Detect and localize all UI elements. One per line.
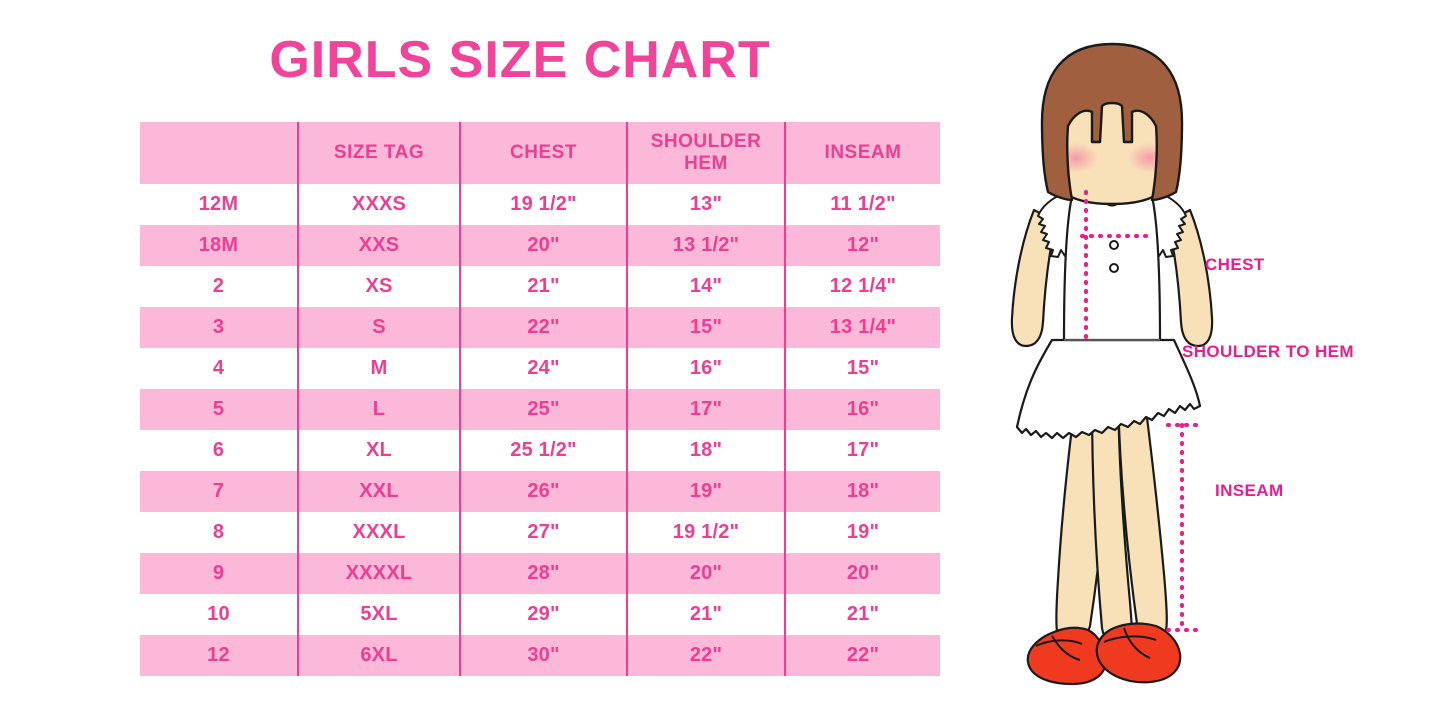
cell-shoulder-hem: 19" [627, 471, 786, 512]
size-chart-table: SIZE TAG CHEST SHOULDER HEM INSEAM 12M XX… [140, 122, 940, 676]
cell-size: 4 [140, 348, 299, 389]
cell-size-tag: S [298, 307, 461, 348]
cell-inseam: 16" [785, 389, 940, 430]
cell-chest: 26" [460, 471, 628, 512]
cell-inseam: 17" [785, 430, 940, 471]
table-row: 6 XL 25 1/2" 18" 17" [140, 430, 940, 471]
cell-inseam: 13 1/4" [785, 307, 940, 348]
cell-size-tag: M [298, 348, 461, 389]
cell-inseam: 19" [785, 512, 940, 553]
cell-chest: 30" [460, 635, 628, 676]
cell-chest: 25" [460, 389, 628, 430]
cell-inseam: 15" [785, 348, 940, 389]
cell-chest: 20" [460, 225, 628, 266]
skirt-shape [1015, 338, 1202, 440]
cell-shoulder-hem: 17" [627, 389, 786, 430]
table-row: 12M XXXS 19 1/2" 13" 11 1/2" [140, 184, 940, 225]
cell-size: 3 [140, 307, 299, 348]
cell-chest: 27" [460, 512, 628, 553]
table-body: 12M XXXS 19 1/2" 13" 11 1/2" 18M XXS 20" 13 1/2"… [140, 184, 940, 676]
cell-size-tag: XL [298, 430, 461, 471]
table-row: 18M XXS 20" 13 1/2" 12" [140, 225, 940, 266]
cell-size: 2 [140, 266, 299, 307]
cell-inseam: 20" [785, 553, 940, 594]
cell-shoulder-hem: 13 1/2" [627, 225, 786, 266]
table-row: 9 XXXXL 28" 20" 20" [140, 553, 940, 594]
cell-size: 18M [140, 225, 299, 266]
cell-size: 5 [140, 389, 299, 430]
column-header-inseam: INSEAM [785, 122, 940, 184]
cell-inseam: 12 1/4" [785, 266, 940, 307]
cell-inseam: 21" [785, 594, 940, 635]
cell-size: 10 [140, 594, 299, 635]
hair-shape [1040, 42, 1184, 202]
cell-size-tag: XXXL [298, 512, 461, 553]
column-header-chest: CHEST [460, 122, 628, 184]
inseam-measurement-label: INSEAM [1215, 481, 1284, 500]
table-row: 8 XXXL 27" 19 1/2" 19" [140, 512, 940, 553]
column-header-shoulder-hem: SHOULDER HEM [627, 122, 786, 184]
cell-size-tag: 5XL [298, 594, 461, 635]
cell-shoulder-hem: 14" [627, 266, 786, 307]
cell-chest: 22" [460, 307, 628, 348]
cell-chest: 21" [460, 266, 628, 307]
cell-shoulder-hem: 15" [627, 307, 786, 348]
measurement-lines [1080, 190, 1198, 632]
cell-shoulder-hem: 22" [627, 635, 786, 676]
cell-shoulder-hem: 20" [627, 553, 786, 594]
table-row: 7 XXL 26" 19" 18" [140, 471, 940, 512]
table-row: 2 XS 21" 14" 12 1/4" [140, 266, 940, 307]
chest-measurement-label: CHEST [1205, 255, 1265, 274]
cell-chest: 29" [460, 594, 628, 635]
column-header-size [140, 122, 299, 184]
cell-shoulder-hem: 19 1/2" [627, 512, 786, 553]
cell-chest: 19 1/2" [460, 184, 628, 225]
cell-size: 12 [140, 635, 299, 676]
table-row: 3 S 22" 15" 13 1/4" [140, 307, 940, 348]
table-row: 12 6XL 30" 22" 22" [140, 635, 940, 676]
table-row: 5 L 25" 17" 16" [140, 389, 940, 430]
cell-chest: 24" [460, 348, 628, 389]
cell-shoulder-hem: 21" [627, 594, 786, 635]
shoes-shape [1026, 622, 1182, 686]
cell-shoulder-hem: 16" [627, 348, 786, 389]
cell-size-tag: L [298, 389, 461, 430]
table-row: 10 5XL 29" 21" 21" [140, 594, 940, 635]
cell-inseam: 12" [785, 225, 940, 266]
cell-size-tag: XXL [298, 471, 461, 512]
cell-inseam: 22" [785, 635, 940, 676]
cell-size: 9 [140, 553, 299, 594]
cell-size: 12M [140, 184, 299, 225]
cell-chest: 28" [460, 553, 628, 594]
column-header-size-tag: SIZE TAG [298, 122, 461, 184]
cell-inseam: 18" [785, 471, 940, 512]
table-header-row: SIZE TAG CHEST SHOULDER HEM INSEAM [140, 122, 940, 184]
top-shape [1037, 184, 1187, 342]
cell-size: 7 [140, 471, 299, 512]
legs-shape [1055, 376, 1168, 647]
cell-size: 8 [140, 512, 299, 553]
cell-size-tag: XXXXL [298, 553, 461, 594]
shoulder-to-hem-measurement-label: SHOULDER TO HEM [1182, 342, 1354, 361]
cell-shoulder-hem: 18" [627, 430, 786, 471]
girl-figure-illustration [1000, 40, 1445, 690]
table-row: 4 M 24" 16" 15" [140, 348, 940, 389]
cell-chest: 25 1/2" [460, 430, 628, 471]
cell-inseam: 11 1/2" [785, 184, 940, 225]
page-title: GIRLS SIZE CHART [269, 31, 771, 89]
cell-size-tag: 6XL [298, 635, 461, 676]
cell-size-tag: XXS [298, 225, 461, 266]
arms-shape [1010, 208, 1214, 348]
cell-size-tag: XS [298, 266, 461, 307]
cell-size: 6 [140, 430, 299, 471]
cell-shoulder-hem: 13" [627, 184, 786, 225]
cell-size-tag: XXXS [298, 184, 461, 225]
